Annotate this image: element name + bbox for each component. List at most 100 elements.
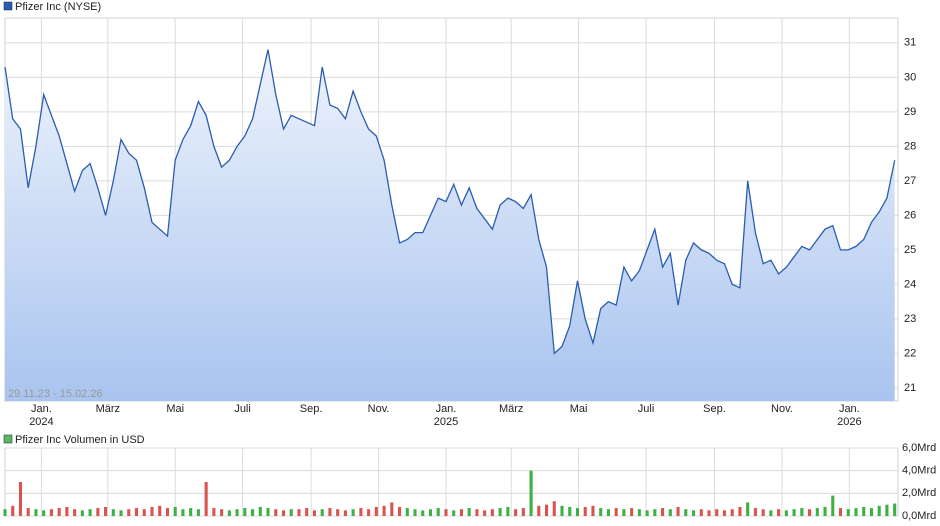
volume-bar (800, 508, 804, 516)
y-tick-label: 6,0Mrd (902, 442, 936, 454)
volume-bar (854, 508, 858, 516)
volume-bar (235, 509, 239, 516)
volume-bar (537, 505, 541, 516)
area (5, 49, 895, 401)
volume-bar (475, 509, 479, 516)
volume-bar (127, 509, 131, 516)
volume-bar (413, 509, 417, 516)
volume-bar (761, 509, 765, 516)
volume-bar (691, 510, 696, 516)
x-tick-label: Sep. (300, 403, 323, 415)
date-range: 29.11.23 - 15.02.26 (8, 388, 103, 400)
x-tick-label: Juli (234, 403, 251, 415)
volume-bar (96, 508, 100, 516)
volume-bar (715, 509, 719, 516)
volume-bar (173, 506, 177, 516)
volume-bar (467, 508, 471, 516)
y-tick-label: 24 (904, 278, 916, 290)
volume-bar (575, 508, 580, 516)
volume-bar (653, 509, 657, 516)
volume-bar (614, 508, 618, 516)
volume-bar (42, 510, 46, 516)
volume-bar (552, 501, 556, 516)
volume-bar (351, 509, 355, 516)
x-tick-label: Mai (570, 403, 588, 415)
volume-bar (421, 510, 425, 516)
volume-bar (630, 508, 634, 516)
volume-bar (158, 505, 162, 516)
volume-bar (815, 508, 819, 516)
volume-bar (26, 508, 30, 516)
x-tick-label: Jan. (31, 403, 52, 415)
volume-bar (893, 503, 897, 516)
y-tick-label: 2,0Mrd (902, 487, 936, 499)
volume-bar (599, 508, 603, 516)
volume-bar (568, 506, 572, 516)
volume-bar (498, 508, 502, 516)
volume-bar (343, 510, 347, 516)
volume-bar (428, 509, 433, 516)
volume-bar (3, 509, 7, 516)
volume-bar (390, 502, 394, 516)
volume-bar (545, 504, 549, 516)
volume-bar (305, 508, 309, 516)
volume-bar (88, 509, 92, 516)
volume-bar (483, 510, 487, 516)
volume-bar (134, 508, 139, 516)
volume-plot-frame (4, 447, 899, 517)
y-tick-label: 26 (904, 209, 916, 221)
volume-bar (490, 509, 494, 516)
volume-bar (119, 510, 123, 516)
volume-bar (266, 508, 270, 516)
volume-bar (777, 509, 781, 516)
volume-bar (529, 470, 533, 516)
volume-bar (444, 509, 448, 516)
y-tick-label: 4,0Mrd (902, 465, 936, 477)
volume-bar (328, 508, 332, 516)
volume-bar (336, 509, 340, 516)
volume-bar (150, 506, 154, 516)
y-tick-label: 31 (904, 37, 916, 49)
volume-bar (405, 508, 409, 516)
x-tick-label: März (499, 403, 523, 415)
volume-bar (676, 506, 680, 516)
volume-bar (738, 506, 742, 516)
y-tick-label: 30 (904, 71, 916, 83)
volume-bar (11, 505, 15, 516)
volume-bar (661, 508, 665, 516)
volume-bar (165, 508, 170, 516)
legend-swatch (3, 434, 13, 444)
y-tick-label: 29 (904, 106, 916, 118)
volume-bar (104, 506, 108, 516)
volume-bar (560, 505, 564, 516)
volume-bar (521, 508, 525, 516)
volume-bar (831, 495, 835, 516)
volume-bar (622, 509, 626, 516)
volume-bar (885, 504, 889, 516)
volume-bar (258, 506, 262, 516)
x-tick-label: Jan. (436, 403, 457, 415)
legend-label: Pfizer Inc (NYSE) (15, 1, 101, 13)
volume-bar (792, 509, 796, 516)
volume-bar (668, 509, 672, 516)
y-tick-label: 22 (904, 347, 916, 359)
volume-bar (18, 482, 23, 516)
price-line (4, 49, 896, 355)
volume-bar (196, 509, 200, 516)
volume-bar (181, 509, 185, 516)
volume-bar (862, 506, 866, 516)
volume-bar (823, 506, 827, 516)
volume-bar (220, 509, 224, 516)
volume-bar (606, 509, 610, 516)
volume-bar (722, 510, 727, 516)
x-tick-label: Nov. (771, 403, 793, 415)
volume-bar (189, 508, 193, 516)
volume-bar (684, 509, 688, 516)
volume-bar (637, 509, 641, 516)
volume-bar (312, 510, 316, 516)
y-tick-label: 28 (904, 140, 916, 152)
volume-bar (398, 506, 402, 516)
volume-bar (251, 509, 255, 516)
